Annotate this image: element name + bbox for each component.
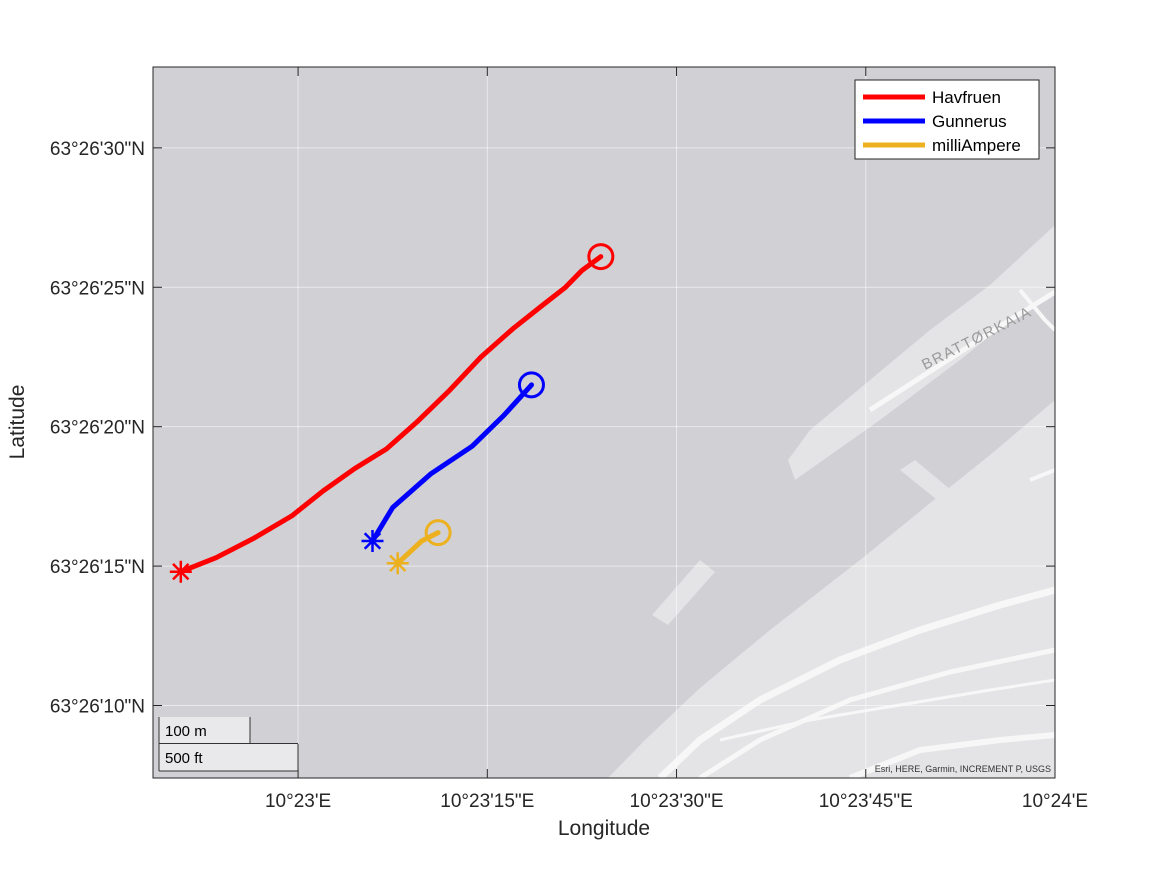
x-tick-label: 10°23'15"E bbox=[440, 791, 534, 812]
road bbox=[698, 647, 1055, 778]
x-tick-label: 10°24'E bbox=[1022, 791, 1088, 812]
scale-bar-imperial-label: 500 ft bbox=[165, 750, 203, 767]
road bbox=[848, 732, 1055, 778]
x-tick-label: 10°23'E bbox=[265, 791, 331, 812]
y-tick-label: 63°26'30"N bbox=[50, 139, 145, 160]
y-tick-label: 63°26'15"N bbox=[50, 557, 145, 578]
road bbox=[1029, 468, 1055, 482]
scale-bar-imperial-box bbox=[159, 744, 298, 771]
end-marker bbox=[517, 371, 545, 399]
start-marker bbox=[169, 560, 192, 583]
x-axis-label: Longitude bbox=[558, 817, 650, 840]
x-tick-label: 10°23'45"E bbox=[819, 791, 913, 812]
x-tick-label: 10°23'30"E bbox=[630, 791, 724, 812]
axes-box bbox=[152, 66, 1056, 779]
track-milliampere bbox=[386, 519, 452, 575]
legend-label: Gunnerus bbox=[932, 112, 1007, 131]
end-marker bbox=[424, 519, 452, 547]
pier-west bbox=[652, 560, 715, 625]
scale-bar: 100 m 500 ft bbox=[158, 717, 299, 772]
land-area-north bbox=[788, 225, 1055, 480]
road bbox=[657, 586, 1055, 778]
track-havfruen bbox=[169, 243, 615, 583]
scale-bar-metric-box bbox=[159, 717, 250, 743]
road bbox=[1018, 288, 1055, 332]
map-attribution: Esri, HERE, Garmin, INCREMENT P, USGS bbox=[875, 764, 1051, 774]
start-marker bbox=[386, 552, 409, 575]
end-marker bbox=[587, 243, 615, 271]
legend-label: Havfruen bbox=[932, 88, 1001, 107]
track-line bbox=[178, 254, 604, 575]
track-gunnerus bbox=[361, 371, 545, 552]
y-tick-label: 63°26'10"N bbox=[50, 697, 145, 718]
start-marker bbox=[361, 530, 384, 552]
axis-ticks: 10°23'E 10°23'15"E 10°23'30"E 10°23'45"E 10°… bbox=[50, 67, 1088, 812]
legend: Havfruen Gunnerus milliAmpere bbox=[854, 79, 1040, 160]
road bbox=[719, 678, 1055, 742]
y-tick-label: 63°26'20"N bbox=[50, 418, 145, 439]
scale-bar-metric-label: 100 m bbox=[165, 723, 207, 740]
y-tick-label: 63°26'25"N bbox=[50, 278, 145, 299]
y-axis-label: Latitude bbox=[6, 385, 29, 460]
legend-label: milliAmpere bbox=[932, 136, 1021, 155]
pier bbox=[900, 460, 975, 520]
track-line bbox=[370, 382, 534, 544]
basemap-land: BRATTØRKAIA bbox=[608, 225, 1055, 778]
tracks bbox=[169, 243, 615, 583]
